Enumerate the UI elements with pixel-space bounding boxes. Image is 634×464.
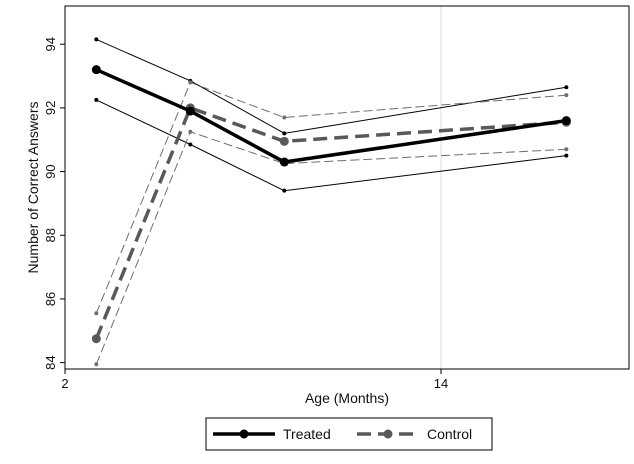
y-tick-label: 92 xyxy=(43,101,58,115)
legend-label-control: Control xyxy=(427,426,472,442)
legend: Treated Control xyxy=(205,417,493,451)
control-data-point xyxy=(91,334,101,344)
control-ci-upper-point xyxy=(564,93,569,98)
legend-box xyxy=(205,417,493,451)
y-tick-label: 88 xyxy=(43,228,58,242)
y-tick-label: 90 xyxy=(43,164,58,178)
treated-data-point xyxy=(279,157,289,167)
legend-item-control: Control xyxy=(357,426,472,442)
treated-data-point xyxy=(91,65,101,75)
treated-ci-upper-point xyxy=(564,85,569,90)
x-tick-label: 14 xyxy=(434,376,448,391)
treated-ci-lower-point xyxy=(564,153,569,158)
treated-ci-lower-point xyxy=(188,142,193,147)
control-ci-lower-point xyxy=(188,129,193,134)
series-layer xyxy=(91,65,571,344)
legend-marker-control xyxy=(383,429,393,439)
control-ci-lower-point xyxy=(564,147,569,152)
y-tick-label: 94 xyxy=(43,37,58,51)
control-ci-upper-point xyxy=(188,80,193,85)
control-ci-upper-line xyxy=(95,81,567,314)
treated-ci-upper-line xyxy=(96,38,567,134)
y-axis: 84 86 88 90 92 94 xyxy=(43,37,65,370)
treated-data-point xyxy=(185,106,195,116)
legend-item-treated: Treated xyxy=(213,426,331,442)
x-tick-label: 2 xyxy=(61,376,68,391)
treated-ci-upper-point xyxy=(94,37,99,42)
plot-frame xyxy=(64,5,630,370)
treated-ci-lower-point xyxy=(94,97,99,102)
control-ci-lower-line xyxy=(95,131,567,365)
control-data-point xyxy=(279,136,289,146)
legend-marker-treated xyxy=(239,429,249,439)
treated-ci-upper-point xyxy=(282,131,287,136)
control-ci-upper-point xyxy=(282,115,287,120)
legend-label-treated: Treated xyxy=(283,426,331,442)
x-axis: 2 14 xyxy=(61,369,448,391)
control-series-line xyxy=(94,106,567,340)
y-tick-label: 84 xyxy=(43,355,58,369)
y-axis-title: Number of Correct Answers xyxy=(25,102,41,274)
x-axis-title: Age (Months) xyxy=(305,390,389,406)
treated-data-point xyxy=(561,116,571,126)
treated-ci-lower-line xyxy=(96,99,567,192)
control-ci-upper-point xyxy=(94,311,99,316)
control-ci-lower-point xyxy=(94,362,99,367)
confidence-interval-layer xyxy=(94,37,569,367)
treated-series-line xyxy=(95,68,567,164)
y-tick-label: 86 xyxy=(43,292,58,306)
treated-ci-lower-point xyxy=(282,188,287,193)
